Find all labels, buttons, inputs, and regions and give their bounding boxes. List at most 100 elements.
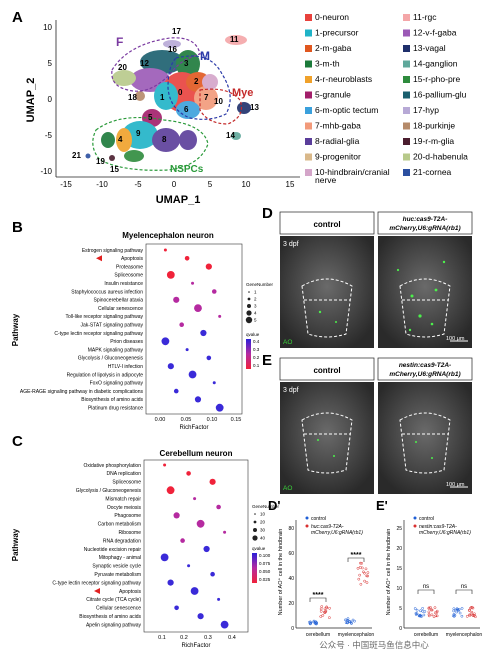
cluster-number: 11 <box>230 35 239 44</box>
panel-d-prime-y-tick: 20 <box>288 601 294 607</box>
legend-swatch <box>403 91 410 99</box>
panel-d-control-outline <box>301 278 353 338</box>
panel-b-color-bar <box>246 339 251 369</box>
pathway-dot <box>163 463 167 467</box>
cluster-number: 4 <box>118 135 123 144</box>
pathway-dot <box>212 381 216 385</box>
panel-b-color-ticks: 0.4 0.3 0.2 0.1 <box>253 339 260 368</box>
pathway-dot <box>223 530 227 534</box>
pathway-dot <box>166 271 175 279</box>
data-point <box>349 620 353 624</box>
cluster-19-blob <box>109 155 115 161</box>
pathway-dot <box>160 553 169 562</box>
data-point <box>415 612 419 616</box>
panel-b-color-tick: 0.1 <box>253 363 260 368</box>
ao-dot <box>431 457 433 459</box>
panel-e-prime-legend-treat-1: nestin:cas9-T2A- <box>419 524 457 530</box>
panel-c-letter: C <box>12 433 23 450</box>
pathway-label: Oocyte meiosis <box>107 505 142 511</box>
panel-b-y-label: Pathway <box>11 313 20 346</box>
data-point <box>430 613 434 617</box>
panel-b-x-label: RichFactor <box>179 425 208 431</box>
cluster-number: 5 <box>148 113 153 122</box>
pathway-dot <box>210 571 215 577</box>
data-point <box>452 609 456 613</box>
pathway-label: Spinocerebellar ataxia <box>94 298 144 304</box>
data-point <box>427 613 431 616</box>
pathway-label: Regulation of lipolysis in adipocyte <box>67 372 144 378</box>
legend-swatch <box>305 169 312 176</box>
size-legend-label: 4 <box>254 311 257 316</box>
umap-clusters <box>85 35 251 162</box>
legend-swatch <box>403 153 410 161</box>
watermark-text: 公众号 · 中国斑马鱼信息中心 <box>319 640 429 650</box>
panel-e-prime-y-tick: 25 <box>396 526 402 532</box>
pathway-label: Synaptic vesicle cycle <box>92 564 141 570</box>
panel-b-x-tick: 0.05 <box>181 417 192 423</box>
legend-label: 5-granule <box>315 90 351 100</box>
pathway-label: DNA replication <box>107 471 142 477</box>
legend-swatch <box>305 153 312 161</box>
data-point <box>319 615 323 618</box>
panel-d-scale-label: 100 μm <box>446 336 465 342</box>
pathway-dot <box>191 281 195 285</box>
panel-c-x-ticks: 0.1 0.2 0.3 0.4 <box>158 635 236 641</box>
legend-swatch <box>305 60 312 68</box>
pathway-label: Spliceosome <box>112 480 141 486</box>
cluster-number: 3 <box>184 59 189 68</box>
pathway-label: RNA degradation <box>103 538 141 544</box>
ao-dot <box>430 322 434 326</box>
panel-d-stain: AO <box>283 339 292 346</box>
panel-b: B Myelencephalon neuron Pathway Estrogen… <box>11 219 274 431</box>
pathway-dot <box>197 613 204 620</box>
panel-b-plot-frame <box>145 243 243 415</box>
legend-swatch <box>403 29 410 37</box>
pathway-label: Glycolysis / Gluconeogenesis <box>76 488 142 494</box>
size-legend-dot <box>248 291 250 293</box>
panel-d-prime-bracket <box>309 597 327 602</box>
data-point <box>433 606 437 609</box>
pathway-dot <box>174 605 179 611</box>
cluster-14-blob <box>231 132 241 140</box>
ao-dot <box>434 288 438 292</box>
pathway-dot <box>190 587 199 595</box>
legend-label: 15-r-pho-pre <box>413 74 461 84</box>
panel-c-color-ticks: 0.100 0.075 0.050 0.025 <box>259 553 271 582</box>
data-point <box>366 571 370 574</box>
data-point <box>325 605 328 609</box>
data-point <box>308 622 312 626</box>
panel-c-plot-frame <box>143 459 249 633</box>
data-point <box>451 614 455 618</box>
data-point <box>328 606 331 610</box>
pathway-label: Pyruvate metabolism <box>94 572 141 578</box>
data-point <box>365 581 369 584</box>
cluster-10-blob <box>202 74 218 90</box>
umap-x-tick: 15 <box>286 180 295 189</box>
cluster-number: 6 <box>184 105 189 114</box>
legend-label: 13-vagal <box>413 43 446 53</box>
panel-c-x-label: RichFactor <box>181 643 210 649</box>
panel-d-control-label: control <box>313 220 340 229</box>
ao-dot <box>396 268 400 272</box>
panel-c-color-tick: 0.075 <box>259 561 271 566</box>
umap-x-tick: 5 <box>208 180 213 189</box>
panel-d-prime-sig-brackets <box>309 557 365 602</box>
panel-d-treat-label-2: mCherry,U6:gRNA(rb1) <box>389 225 460 232</box>
cluster-18-blob <box>135 91 145 101</box>
pathway-label: Cellular senescence <box>96 606 141 612</box>
size-legend-label: 20 <box>260 520 266 525</box>
pathway-label: Prion diseases <box>110 339 143 345</box>
cluster-number: 15 <box>110 165 119 174</box>
size-legend-label: 2 <box>254 297 257 302</box>
pathway-dot <box>173 512 180 519</box>
size-legend-dot <box>247 304 251 308</box>
panel-d-age: 3 dpf <box>283 241 299 248</box>
pathway-label: Phagosome <box>114 513 141 519</box>
panel-b-color-tick: 0.4 <box>253 339 260 344</box>
legend-label: 18-purkinje <box>413 121 455 131</box>
panel-e-prime-y-label: Number of AO⁺ cell in the hindbrain <box>385 529 392 616</box>
panel-d-prime-y-label: Number of AO⁺ cell in the hindbrain <box>277 529 284 616</box>
cluster-20-blob <box>112 70 136 86</box>
panel-b-x-tick: 0.10 <box>207 417 218 423</box>
pathway-label: Proteasome <box>116 264 143 270</box>
